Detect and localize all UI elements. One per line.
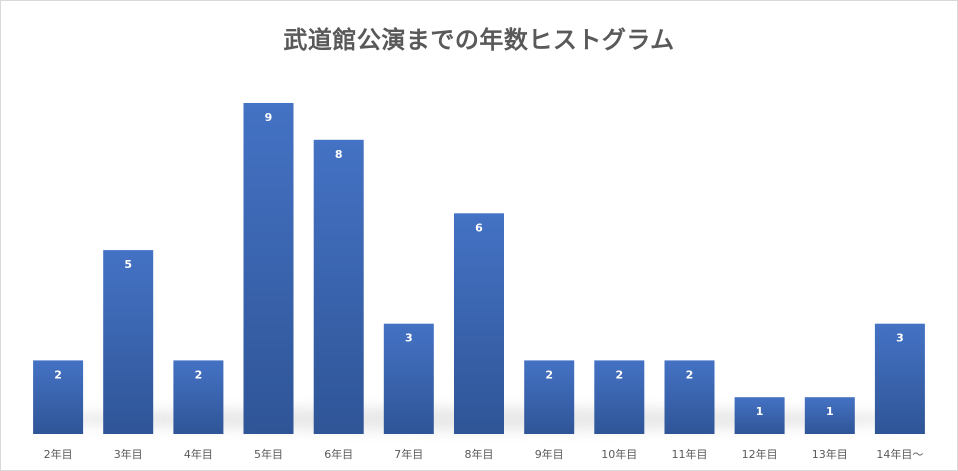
x-tick-label-4年目: 4年目 (184, 447, 213, 461)
x-tick-label-13年目: 13年目 (812, 447, 848, 461)
data-label-4年目: 2 (195, 368, 203, 381)
bar-7年目 (383, 323, 434, 434)
bar-8年目 (454, 213, 504, 434)
bar-5年目 (243, 103, 294, 434)
data-label-8年目: 6 (475, 221, 483, 234)
data-label-2年目: 2 (54, 368, 62, 381)
bar-10年目 (594, 360, 645, 434)
data-label-6年目: 8 (335, 148, 343, 161)
data-label-9年目: 2 (545, 368, 553, 381)
x-tick-label-5年目: 5年目 (254, 447, 283, 461)
data-label-11年目: 2 (686, 368, 694, 381)
data-label-3年目: 5 (124, 258, 132, 271)
bar-4年目 (173, 360, 224, 434)
bar-11年目 (664, 360, 715, 434)
data-label-14年目〜: 3 (896, 332, 904, 345)
data-label-12年目: 1 (756, 405, 764, 418)
x-tick-label-3年目: 3年目 (114, 447, 143, 461)
bar-12年目 (734, 397, 785, 434)
x-tick-label-9年目: 9年目 (535, 447, 564, 461)
bar-3年目 (103, 250, 154, 434)
x-tick-label-7年目: 7年目 (394, 447, 423, 461)
bar-9年目 (524, 360, 575, 434)
x-tick-label-11年目: 11年目 (672, 447, 708, 461)
x-tick-label-8年目: 8年目 (465, 447, 494, 461)
chart-title: 武道館公演までの年数ヒストグラム (283, 26, 675, 54)
x-tick-label-6年目: 6年目 (324, 447, 353, 461)
data-label-5年目: 9 (265, 111, 273, 124)
x-tick-label-12年目: 12年目 (742, 447, 778, 461)
x-tick-label-10年目: 10年目 (601, 447, 637, 461)
data-label-10年目: 2 (615, 368, 623, 381)
bar-14年目〜 (874, 323, 925, 434)
data-label-13年目: 1 (826, 405, 834, 418)
bar-2年目 (33, 360, 84, 434)
bar-13年目 (804, 397, 855, 434)
data-label-7年目: 3 (405, 332, 413, 345)
bar-6年目 (313, 139, 364, 435)
x-tick-label-14年目〜: 14年目〜 (876, 447, 923, 461)
x-tick-label-2年目: 2年目 (44, 447, 73, 461)
